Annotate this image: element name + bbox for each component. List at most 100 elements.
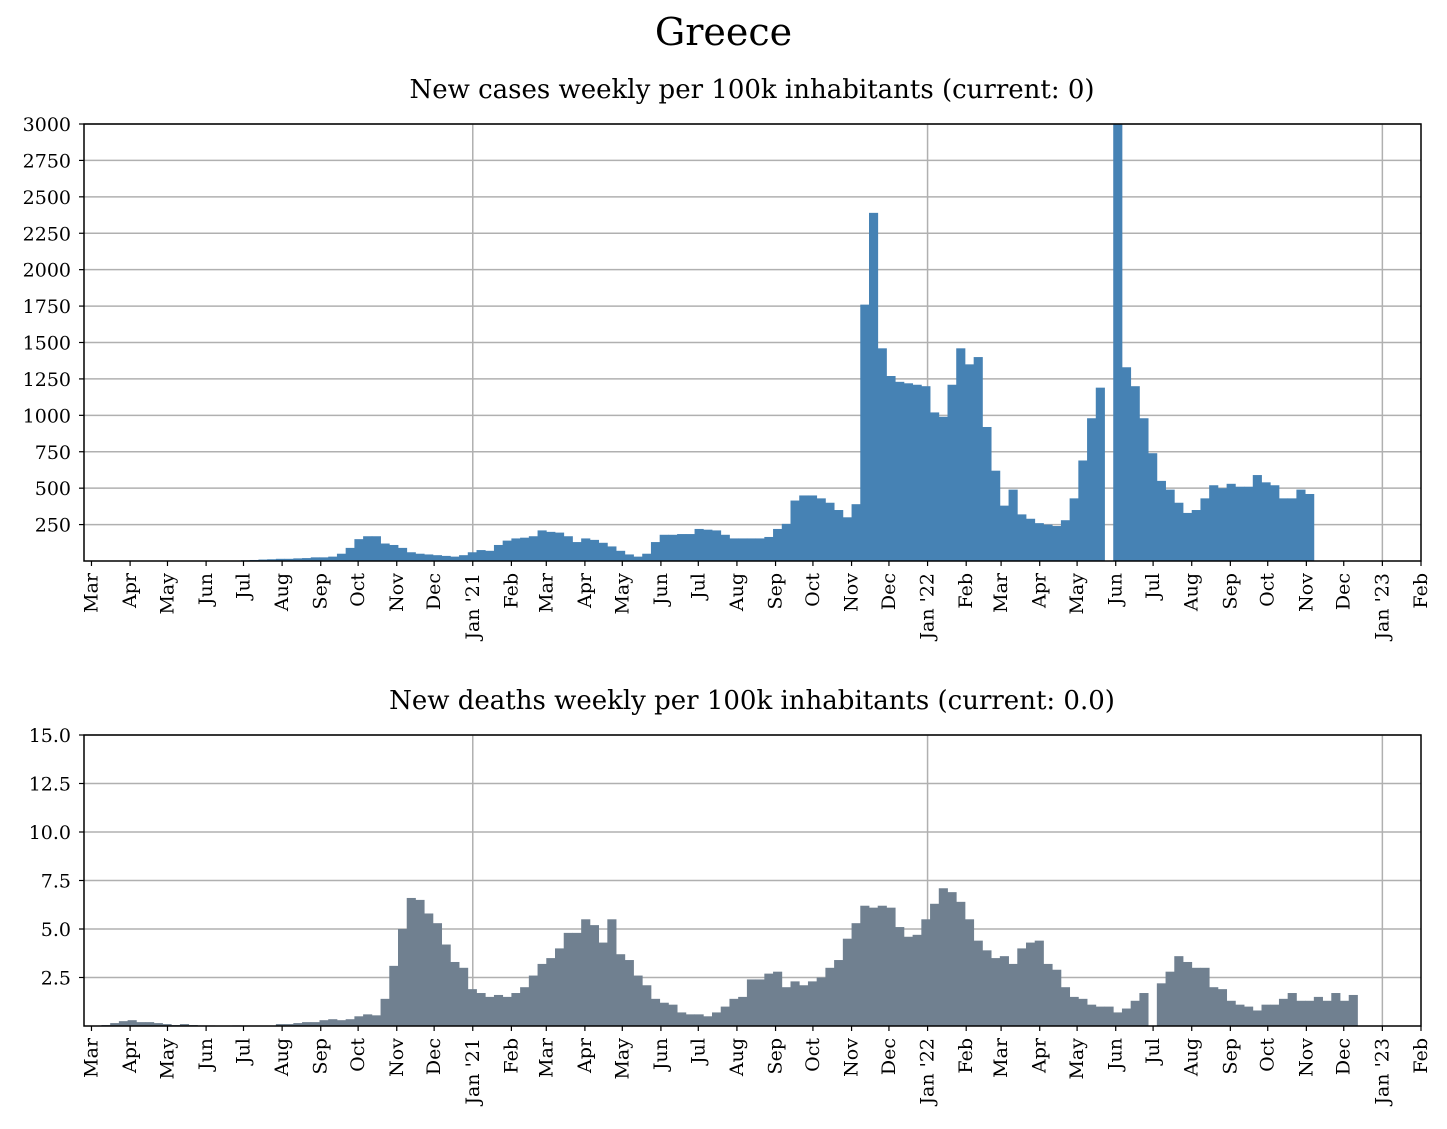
deaths-bar	[1130, 1000, 1140, 1026]
deaths-bar	[999, 956, 1009, 1026]
cases-xtick-label: Aug	[271, 573, 293, 612]
cases-bar	[860, 304, 870, 561]
cases-xtick-label: May	[156, 573, 178, 615]
deaths-bar	[921, 919, 931, 1026]
deaths-bar	[1174, 956, 1184, 1026]
cases-bar	[520, 537, 530, 561]
deaths-bar	[912, 934, 922, 1026]
deaths-bar	[572, 932, 582, 1026]
cases-bar	[886, 376, 896, 561]
deaths-bar	[746, 979, 757, 1026]
cases-ytick-label: 750	[35, 442, 71, 464]
deaths-bar	[1095, 1006, 1105, 1026]
cases-bar	[938, 416, 948, 561]
deaths-bar	[528, 975, 538, 1026]
cases-bar	[1191, 510, 1201, 561]
deaths-bar	[650, 998, 661, 1026]
deaths-xtick-label: Nov	[386, 1038, 408, 1077]
cases-bar	[598, 542, 608, 561]
cases-bar	[1252, 475, 1262, 561]
cases-bar	[1069, 498, 1079, 561]
cases-ytick-label: 3000	[23, 114, 71, 136]
cases-bar	[380, 543, 390, 561]
deaths-bar	[1078, 998, 1088, 1026]
deaths-bar	[869, 907, 879, 1026]
cases-xtick-label: Feb	[955, 573, 977, 609]
deaths-xtick-label: Mar	[535, 1037, 557, 1078]
cases-bar	[528, 536, 538, 561]
cases-bar	[336, 553, 347, 561]
cases-ytick-label: 1250	[23, 369, 71, 391]
deaths-bar	[450, 961, 460, 1026]
cases-bar	[842, 517, 852, 561]
cases-bar	[650, 542, 661, 561]
cases-bar	[511, 538, 521, 561]
deaths-bar	[1348, 994, 1358, 1026]
deaths-xtick-label: Jul	[232, 1038, 254, 1066]
cases-bar	[284, 558, 294, 561]
deaths-bar	[398, 929, 408, 1026]
deaths-xtick-label: Feb	[500, 1038, 522, 1074]
deaths-xtick-label: Oct	[1257, 1038, 1279, 1072]
deaths-bar	[1043, 963, 1053, 1026]
deaths-xtick-label: Dec	[423, 1038, 445, 1075]
deaths-bar	[345, 1019, 355, 1026]
cases-chart-title: New cases weekly per 100k inhabitants (c…	[409, 75, 1094, 105]
cases-bar	[930, 412, 940, 561]
cases-bar	[1217, 488, 1228, 561]
cases-xtick-label: Jun	[650, 573, 672, 607]
deaths-bar	[1121, 1008, 1132, 1026]
cases-bar	[537, 530, 547, 561]
cases-xtick-label: Jul	[1142, 573, 1164, 601]
deaths-bar	[1278, 998, 1289, 1026]
cases-bar	[816, 498, 826, 561]
deaths-bar	[685, 1014, 695, 1026]
cases-bar	[1034, 523, 1044, 561]
cases-ytick-label: 1500	[23, 333, 71, 355]
cases-bar	[825, 502, 835, 561]
deaths-bar	[179, 1024, 190, 1026]
cases-bar	[1287, 498, 1297, 561]
cases-xtick-label: Feb	[1410, 573, 1432, 609]
deaths-bar	[930, 903, 940, 1026]
deaths-bar	[432, 923, 443, 1026]
deaths-bar	[1252, 1010, 1262, 1026]
cases-bar	[668, 534, 678, 561]
deaths-bar	[956, 901, 966, 1026]
deaths-bar	[493, 994, 504, 1026]
deaths-bar	[1340, 1000, 1350, 1026]
deaths-bar	[1217, 989, 1228, 1026]
deaths-bar	[895, 927, 905, 1026]
deaths-bar	[1322, 1000, 1332, 1026]
deaths-bar	[1104, 1006, 1114, 1026]
deaths-xtick-label: Jan '23	[1371, 1038, 1393, 1107]
deaths-bar	[738, 996, 748, 1026]
deaths-bar	[1313, 996, 1323, 1026]
deaths-bar	[380, 998, 390, 1026]
deaths-xtick-label: Jun	[1105, 1038, 1127, 1072]
deaths-bar	[1017, 948, 1027, 1026]
deaths-bar	[694, 1014, 704, 1026]
cases-bar	[572, 542, 582, 561]
deaths-bar	[1235, 1004, 1245, 1026]
deaths-bar	[903, 936, 914, 1026]
cases-xtick-label: Aug	[1181, 573, 1203, 612]
deaths-bar	[799, 985, 809, 1026]
deaths-bar	[485, 996, 495, 1026]
cases-bar	[363, 536, 373, 561]
cases-bar	[450, 556, 460, 561]
deaths-xtick-label: Feb	[1410, 1038, 1432, 1074]
cases-xtick-label: Nov	[1295, 573, 1317, 612]
deaths-bar	[1305, 1000, 1315, 1026]
deaths-bar	[991, 958, 1001, 1026]
cases-bar	[764, 536, 774, 561]
deaths-bar	[1026, 942, 1036, 1026]
deaths-bar	[476, 993, 486, 1026]
deaths-xtick-label: Oct	[802, 1038, 824, 1072]
deaths-xtick-label: Dec	[1333, 1038, 1355, 1075]
deaths-bar	[581, 919, 591, 1026]
deaths-bar	[1034, 940, 1044, 1026]
deaths-bar	[1060, 987, 1071, 1026]
deaths-ytick-label: 7.5	[41, 871, 71, 893]
